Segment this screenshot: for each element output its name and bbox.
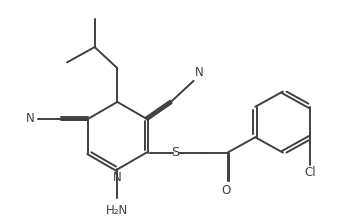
Text: Cl: Cl [305,166,316,179]
Text: O: O [221,184,230,197]
Text: H₂N: H₂N [106,204,129,217]
Text: N: N [195,66,204,79]
Text: N: N [26,112,35,125]
Text: S: S [171,146,180,159]
Text: N: N [113,171,122,184]
